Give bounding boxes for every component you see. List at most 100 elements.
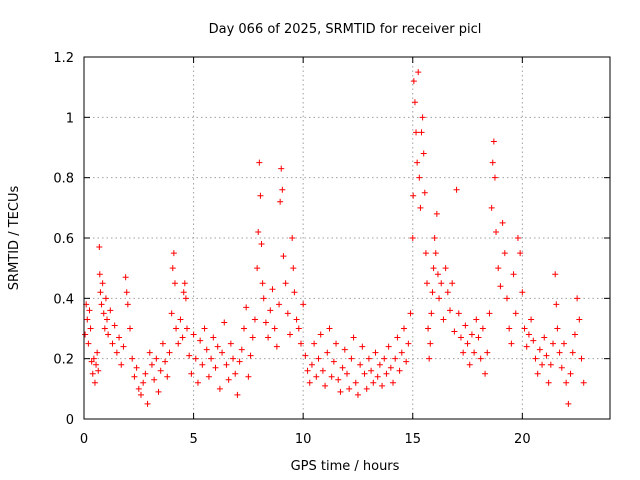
data-point <box>455 310 462 317</box>
data-point <box>96 271 103 278</box>
data-point <box>322 382 329 389</box>
data-point <box>240 325 247 332</box>
data-point <box>225 376 232 383</box>
data-point <box>539 361 546 368</box>
data-point <box>495 265 502 272</box>
data-point <box>510 271 517 278</box>
data-point <box>376 361 383 368</box>
data-point <box>304 367 311 374</box>
data-point <box>133 364 140 371</box>
data-point <box>385 343 392 350</box>
data-point <box>346 385 353 392</box>
data-point <box>421 189 428 196</box>
data-point <box>460 349 467 356</box>
data-point <box>109 340 116 347</box>
data-point <box>444 289 451 296</box>
data-point <box>425 325 432 332</box>
data-point <box>447 307 454 314</box>
data-point <box>541 334 548 341</box>
data-point <box>313 373 320 380</box>
data-point <box>514 235 521 241</box>
data-point <box>328 373 335 380</box>
data-point <box>181 280 188 287</box>
data-point <box>93 361 100 368</box>
data-point <box>372 349 379 356</box>
data-point <box>151 376 158 383</box>
data-point <box>166 349 173 356</box>
data-point <box>256 159 263 166</box>
data-point <box>530 337 537 344</box>
data-point <box>468 331 475 338</box>
data-point <box>155 388 162 395</box>
data-point <box>230 355 237 362</box>
data-point <box>453 186 460 193</box>
data-point <box>135 385 142 392</box>
data-point <box>436 295 443 302</box>
data-point <box>123 289 130 296</box>
data-point <box>374 373 381 380</box>
data-point <box>479 325 486 332</box>
data-point <box>398 349 405 356</box>
data-point <box>162 358 169 365</box>
data-point <box>232 370 239 377</box>
data-point <box>87 325 94 332</box>
data-point <box>236 358 243 365</box>
data-point <box>216 385 223 392</box>
data-point <box>118 361 125 368</box>
data-point <box>282 280 289 287</box>
data-point <box>359 343 366 350</box>
data-point <box>422 250 429 257</box>
data-point <box>339 364 346 371</box>
data-point <box>95 367 102 374</box>
data-point <box>315 355 322 362</box>
data-point <box>576 316 583 323</box>
data-point <box>486 310 493 317</box>
data-point <box>506 325 513 332</box>
data-point <box>547 361 554 368</box>
data-point <box>379 382 386 389</box>
data-point <box>267 307 274 314</box>
data-point <box>144 400 151 407</box>
data-point <box>157 367 164 374</box>
data-point <box>113 349 120 356</box>
data-point <box>180 289 187 296</box>
data-point <box>368 367 375 374</box>
data-point <box>341 346 348 353</box>
data-point <box>249 334 256 341</box>
data-point <box>251 316 258 323</box>
data-point <box>419 114 426 121</box>
data-point <box>265 334 272 341</box>
data-point <box>426 355 433 362</box>
data-point <box>567 370 574 377</box>
data-point <box>370 379 377 386</box>
data-point <box>361 370 368 377</box>
data-point <box>428 310 435 317</box>
data-point <box>269 286 276 293</box>
data-point <box>569 349 576 356</box>
data-point <box>182 295 189 302</box>
data-point <box>335 376 342 383</box>
data-point <box>153 355 160 362</box>
data-point <box>91 379 98 386</box>
data-point <box>319 367 326 374</box>
data-point <box>499 219 506 226</box>
data-point <box>517 250 524 257</box>
data-point <box>415 69 422 76</box>
data-point <box>414 159 421 166</box>
data-point <box>381 355 388 362</box>
data-point <box>521 325 528 332</box>
data-point <box>199 361 206 368</box>
data-point <box>205 373 212 380</box>
axis-ticks: 0 0.2 0.4 0.6 0.8 1 1.2 0 5 10 15 20 <box>53 51 610 447</box>
data-point <box>186 352 193 359</box>
plot-frame <box>83 56 611 420</box>
data-point <box>430 265 437 272</box>
x-tick-label: 5 <box>189 432 197 447</box>
data-point <box>98 301 105 308</box>
data-point <box>512 310 519 317</box>
data-point <box>243 304 250 311</box>
data-point <box>432 250 439 257</box>
data-point <box>416 174 423 181</box>
data-point <box>280 253 287 260</box>
data-point <box>552 271 559 278</box>
